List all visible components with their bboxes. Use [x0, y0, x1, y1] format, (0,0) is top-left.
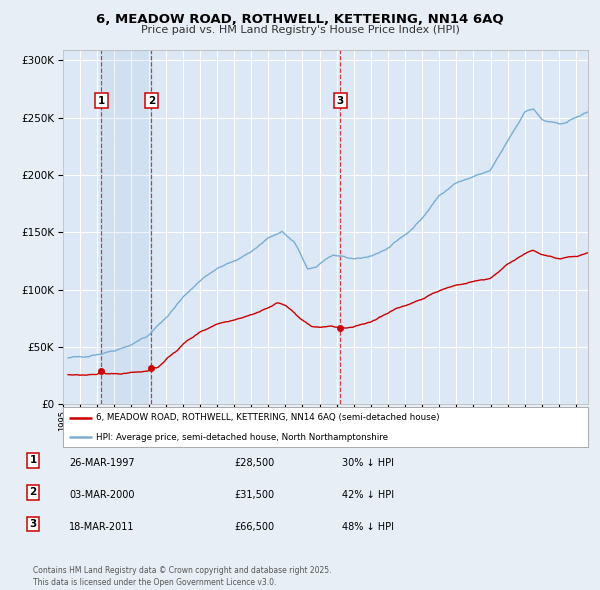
Text: 1: 1: [29, 455, 37, 466]
Text: 48% ↓ HPI: 48% ↓ HPI: [342, 522, 394, 532]
Text: 1: 1: [98, 96, 105, 106]
Text: 03-MAR-2000: 03-MAR-2000: [69, 490, 134, 500]
Text: £28,500: £28,500: [234, 458, 274, 468]
Bar: [101, 50, 151, 404]
Text: 18-MAR-2011: 18-MAR-2011: [69, 522, 134, 532]
Text: HPI: Average price, semi-detached house, North Northamptonshire: HPI: Average price, semi-detached house,…: [96, 432, 388, 442]
Text: Price paid vs. HM Land Registry's House Price Index (HPI): Price paid vs. HM Land Registry's House …: [140, 25, 460, 35]
Text: 6, MEADOW ROAD, ROTHWELL, KETTERING, NN14 6AQ (semi-detached house): 6, MEADOW ROAD, ROTHWELL, KETTERING, NN1…: [96, 414, 440, 422]
Text: £31,500: £31,500: [234, 490, 274, 500]
Text: 26-MAR-1997: 26-MAR-1997: [69, 458, 134, 468]
Text: 2: 2: [29, 487, 37, 497]
Text: Contains HM Land Registry data © Crown copyright and database right 2025.
This d: Contains HM Land Registry data © Crown c…: [33, 566, 331, 587]
Text: 42% ↓ HPI: 42% ↓ HPI: [342, 490, 394, 500]
Text: £66,500: £66,500: [234, 522, 274, 532]
Text: 30% ↓ HPI: 30% ↓ HPI: [342, 458, 394, 468]
Text: 3: 3: [29, 519, 37, 529]
Text: 2: 2: [148, 96, 155, 106]
Text: 6, MEADOW ROAD, ROTHWELL, KETTERING, NN14 6AQ: 6, MEADOW ROAD, ROTHWELL, KETTERING, NN1…: [96, 13, 504, 26]
Text: 3: 3: [337, 96, 344, 106]
